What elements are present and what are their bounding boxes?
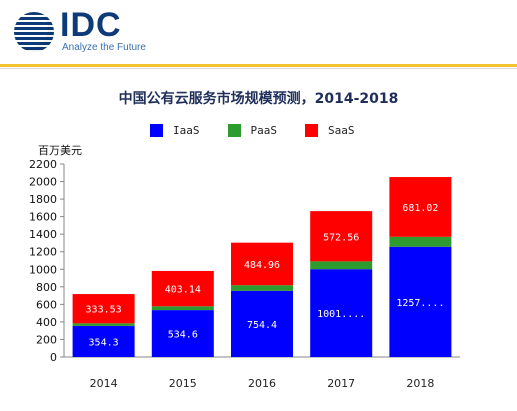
x-tick-label-2015: 2015 [169,377,197,390]
data-label-iaas-2018: 1257.... [396,298,444,309]
legend-label-iaas: IaaS [173,124,200,137]
chart-title: 中国公有云服务市场规模预测，2014-2018 [118,91,399,107]
chart-legend: IaaS PaaS SaaS [150,124,355,137]
idc-globe-icon [14,12,54,52]
legend-swatch-saas [305,124,318,137]
bar-saas-2014 [72,294,135,324]
x-tick-label-2016: 2016 [248,377,276,390]
bar-saas-2018 [389,177,452,237]
bar-iaas-2016 [231,290,293,357]
legend-item-iaas: IaaS [150,124,200,137]
logo-text: IDC [60,6,122,44]
header-divider [0,68,517,69]
y-tick-label: 1800 [29,193,57,206]
data-label-saas-2017: 572.56 [323,232,359,243]
y-tick-label: 1600 [29,211,57,224]
y-axis-label: 百万美元 [38,144,82,157]
bar-saas-2017 [310,211,373,262]
y-tick-label: 2000 [29,176,57,189]
y-tick-label: 1400 [29,228,57,241]
legend-swatch-paas [227,124,241,137]
header: IDC Analyze the Future [0,0,517,62]
bar-iaas-2018 [389,246,452,357]
data-label-saas-2016: 484.96 [244,260,280,271]
y-tick-label: 600 [36,298,57,311]
y-tick-label: 1000 [29,263,57,276]
data-label-saas-2018: 681.02 [402,203,438,214]
header-accent-rule [0,64,517,67]
y-tick-label: 200 [36,333,57,346]
legend-label-saas: SaaS [328,124,355,137]
x-tick-label-2014: 2014 [90,377,118,390]
x-tick-label-2017: 2017 [327,377,355,390]
data-label-saas-2015: 403.14 [165,285,201,296]
bar-paas-2016 [231,285,293,291]
y-tick-label: 400 [36,316,57,329]
legend-item-paas: PaaS [227,124,278,137]
bar-iaas-2015 [151,310,214,357]
y-tick-label: 800 [36,281,57,294]
bar-paas-2015 [151,306,214,311]
x-tick-label-2018: 2018 [406,377,434,390]
bar-paas-2018 [389,236,452,247]
data-label-iaas-2016: 754.4 [247,320,277,331]
data-label-saas-2014: 333.53 [86,305,122,316]
y-tick-label: 0 [50,351,57,364]
bar-iaas-2014 [72,325,135,357]
y-tick-label: 2200 [29,158,57,171]
bar-saas-2016 [231,242,293,286]
logo-tagline: Analyze the Future [62,42,146,53]
bar-iaas-2017 [310,269,373,357]
y-tick-label: 1200 [29,246,57,259]
data-label-iaas-2014: 354.3 [89,337,119,348]
bar-paas-2014 [72,323,135,326]
data-label-iaas-2017: 1001.... [317,309,365,320]
bar-paas-2017 [310,261,373,270]
legend-swatch-iaas [150,124,163,137]
legend-label-paas: PaaS [250,124,278,137]
data-label-iaas-2015: 534.6 [168,330,198,341]
legend-item-saas: SaaS [305,124,355,137]
bar-saas-2015 [151,270,214,307]
